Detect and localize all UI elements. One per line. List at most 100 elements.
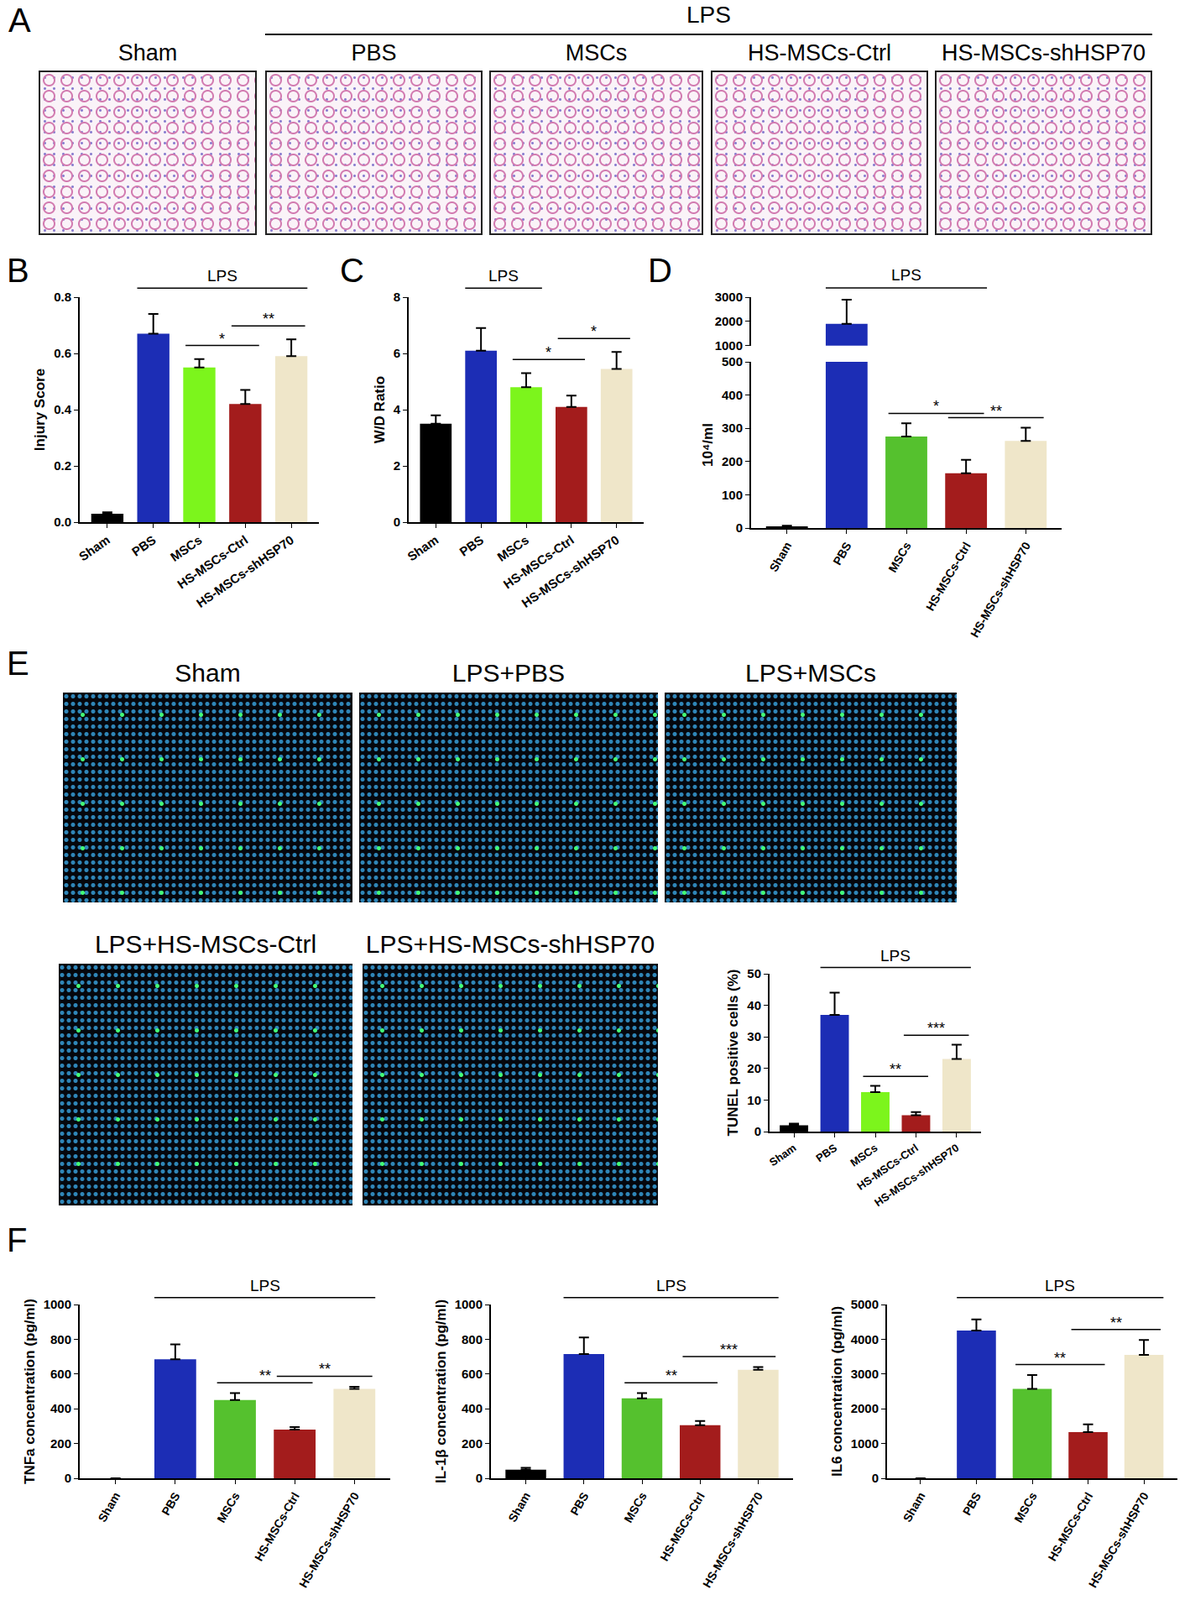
svg-text:HS-MSCs-Ctrl: HS-MSCs-Ctrl xyxy=(923,539,974,613)
svg-text:HS-MSCs-Ctrl: HS-MSCs-Ctrl xyxy=(1044,1489,1096,1563)
svg-text:30: 30 xyxy=(746,1028,762,1044)
svg-text:0.2: 0.2 xyxy=(53,458,72,473)
svg-text:Sham: Sham xyxy=(900,1489,929,1525)
svg-text:PBS: PBS xyxy=(829,539,854,568)
svg-text:**: ** xyxy=(665,1367,678,1384)
svg-text:MSCs: MSCs xyxy=(494,532,532,564)
svg-text:500: 500 xyxy=(721,354,743,369)
svg-text:Sham: Sham xyxy=(766,539,794,575)
svg-text:LPS: LPS xyxy=(891,266,922,284)
svg-text:HS-MSCs-shHSP70: HS-MSCs-shHSP70 xyxy=(193,532,297,611)
svg-text:200: 200 xyxy=(721,454,743,469)
svg-text:**: ** xyxy=(1110,1314,1123,1331)
svg-text:800: 800 xyxy=(50,1331,72,1347)
svg-text:Sham: Sham xyxy=(76,532,113,564)
svg-text:10⁴/ml: 10⁴/ml xyxy=(699,422,716,467)
svg-text:0.4: 0.4 xyxy=(53,401,73,417)
svg-text:HS-MSCs-Ctrl: HS-MSCs-Ctrl xyxy=(174,532,251,591)
svg-text:800: 800 xyxy=(461,1331,483,1347)
svg-text:MSCs: MSCs xyxy=(213,1489,242,1525)
svg-text:Sham: Sham xyxy=(404,532,441,564)
svg-text:200: 200 xyxy=(461,1435,483,1451)
svg-text:1000: 1000 xyxy=(43,1296,72,1311)
svg-text:400: 400 xyxy=(50,1400,72,1415)
svg-text:HS-MSCs-shHSP70: HS-MSCs-shHSP70 xyxy=(518,532,622,611)
svg-text:PBS: PBS xyxy=(813,1140,840,1164)
svg-text:***: *** xyxy=(720,1341,738,1358)
svg-text:600: 600 xyxy=(461,1366,483,1381)
svg-text:1000: 1000 xyxy=(850,1435,879,1451)
svg-text:3000: 3000 xyxy=(715,289,743,304)
svg-text:0: 0 xyxy=(393,514,401,529)
svg-text:4000: 4000 xyxy=(850,1331,879,1347)
svg-text:Sham: Sham xyxy=(767,1141,799,1170)
svg-text:Sham: Sham xyxy=(94,1489,123,1525)
svg-text:MSCs: MSCs xyxy=(167,532,205,564)
svg-text:0.6: 0.6 xyxy=(53,345,72,361)
svg-text:MSCs: MSCs xyxy=(621,1489,649,1525)
svg-text:0: 0 xyxy=(735,520,743,535)
svg-text:2: 2 xyxy=(393,458,401,473)
svg-text:**: ** xyxy=(889,1060,902,1078)
svg-text:0: 0 xyxy=(754,1123,762,1138)
svg-text:0: 0 xyxy=(871,1470,879,1485)
svg-text:*: * xyxy=(219,330,225,348)
svg-text:10: 10 xyxy=(746,1092,762,1107)
svg-text:8: 8 xyxy=(393,289,401,304)
svg-text:**: ** xyxy=(318,1360,331,1378)
svg-text:PBS: PBS xyxy=(158,1489,183,1518)
svg-text:HS-MSCs-shHSP70: HS-MSCs-shHSP70 xyxy=(699,1489,766,1590)
svg-text:MSCs: MSCs xyxy=(1011,1489,1039,1525)
svg-text:Sham: Sham xyxy=(505,1489,533,1525)
svg-text:*: * xyxy=(590,323,597,340)
svg-text:PBS: PBS xyxy=(960,1489,984,1518)
svg-text:*: * xyxy=(545,344,552,361)
svg-text:TNFa concentration (pg/ml): TNFa concentration (pg/ml) xyxy=(21,1298,38,1484)
svg-text:LPS: LPS xyxy=(488,266,519,285)
svg-text:*: * xyxy=(933,397,940,415)
svg-text:1000: 1000 xyxy=(715,338,743,353)
svg-text:HS-MSCs-Ctrl: HS-MSCs-Ctrl xyxy=(251,1489,303,1563)
svg-text:6: 6 xyxy=(393,345,401,361)
svg-text:5000: 5000 xyxy=(850,1296,879,1311)
svg-text:MSCs: MSCs xyxy=(885,539,914,575)
svg-text:HS-MSCs-Ctrl: HS-MSCs-Ctrl xyxy=(854,1141,920,1193)
svg-text:1000: 1000 xyxy=(454,1296,483,1311)
svg-text:0: 0 xyxy=(64,1470,72,1485)
svg-text:MSCs: MSCs xyxy=(847,1141,880,1170)
svg-text:Injury Score: Injury Score xyxy=(31,368,48,451)
svg-text:HS-MSCs-shHSP70: HS-MSCs-shHSP70 xyxy=(871,1141,961,1210)
svg-text:4: 4 xyxy=(393,401,402,417)
svg-text:PBS: PBS xyxy=(129,532,159,559)
svg-text:100: 100 xyxy=(721,487,743,502)
svg-text:***: *** xyxy=(927,1019,945,1037)
svg-text:200: 200 xyxy=(50,1435,72,1451)
svg-text:600: 600 xyxy=(50,1366,72,1381)
svg-text:PBS: PBS xyxy=(456,532,486,559)
svg-text:IL-1β concentration (pg/ml): IL-1β concentration (pg/ml) xyxy=(433,1299,449,1483)
svg-text:0: 0 xyxy=(475,1470,483,1485)
svg-text:300: 300 xyxy=(721,420,743,435)
svg-text:3000: 3000 xyxy=(850,1366,879,1381)
svg-text:LPS: LPS xyxy=(1044,1276,1076,1295)
svg-text:0.8: 0.8 xyxy=(53,289,72,304)
svg-text:**: ** xyxy=(262,310,275,328)
svg-text:2000: 2000 xyxy=(850,1400,879,1415)
svg-text:LPS: LPS xyxy=(880,946,911,965)
svg-text:HS-MSCs-Ctrl: HS-MSCs-Ctrl xyxy=(657,1489,708,1563)
svg-text:40: 40 xyxy=(746,997,762,1013)
svg-text:TUNEL positive cells (%): TUNEL positive cells (%) xyxy=(725,968,742,1136)
svg-text:HS-MSCs-Ctrl: HS-MSCs-Ctrl xyxy=(501,532,577,591)
svg-text:W/D Ratio: W/D Ratio xyxy=(371,375,388,444)
svg-text:PBS: PBS xyxy=(567,1489,591,1518)
svg-text:20: 20 xyxy=(746,1060,762,1076)
svg-text:400: 400 xyxy=(721,387,743,402)
svg-text:LPS: LPS xyxy=(656,1276,687,1295)
svg-text:0.0: 0.0 xyxy=(53,514,72,529)
svg-text:LPS: LPS xyxy=(250,1276,281,1295)
svg-text:HS-MSCs-shHSP70: HS-MSCs-shHSP70 xyxy=(296,1489,362,1590)
svg-text:HS-MSCs-shHSP70: HS-MSCs-shHSP70 xyxy=(1085,1489,1152,1590)
svg-text:2000: 2000 xyxy=(715,313,743,329)
svg-text:400: 400 xyxy=(461,1400,483,1415)
svg-text:HS-MSCs-shHSP70: HS-MSCs-shHSP70 xyxy=(967,539,1034,640)
